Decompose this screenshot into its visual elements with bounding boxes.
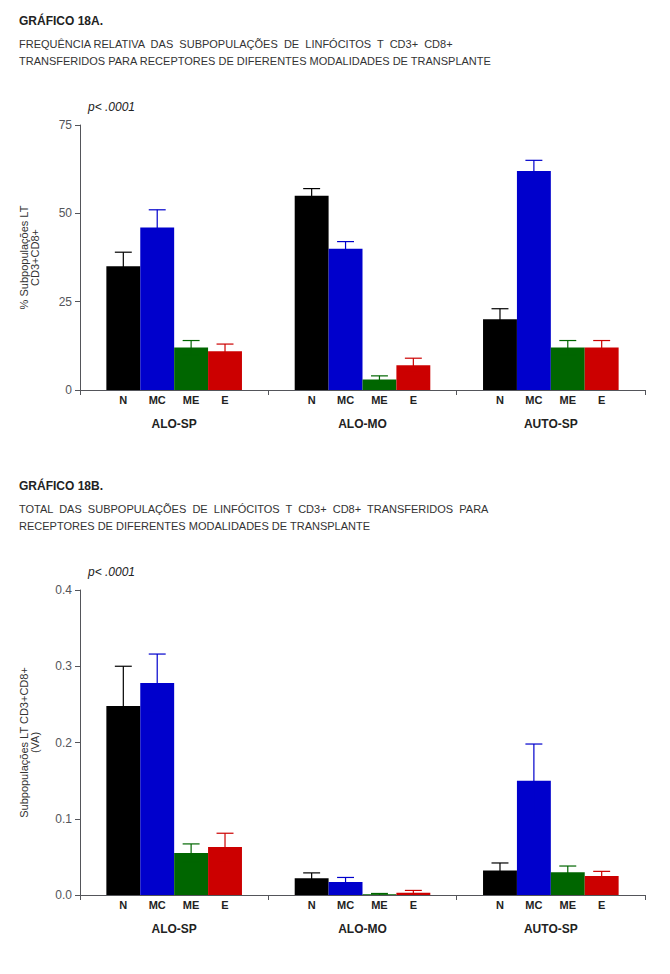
svg-text:N: N xyxy=(308,394,316,406)
svg-text:ALO-SP: ALO-SP xyxy=(151,922,196,936)
svg-text:ALO-MO: ALO-MO xyxy=(338,417,387,431)
svg-text:ALO-SP: ALO-SP xyxy=(151,417,196,431)
svg-text:FREQUÊNCIA RELATIVA DAS SUBP: FREQUÊNCIA RELATIVA DAS SUBPOPULAÇÕES DE… xyxy=(19,38,453,50)
svg-text:GRÁFICO 18B.: GRÁFICO 18B. xyxy=(19,478,103,493)
svg-text:MC: MC xyxy=(337,394,354,406)
svg-text:N: N xyxy=(119,899,127,911)
svg-text:0.3: 0.3 xyxy=(55,659,72,673)
svg-text:GRÁFICO 18A.: GRÁFICO 18A. xyxy=(19,13,103,28)
svg-text:AUTO-SP: AUTO-SP xyxy=(524,417,578,431)
svg-text:N: N xyxy=(496,899,504,911)
svg-text:N: N xyxy=(496,394,504,406)
svg-text:E: E xyxy=(221,899,228,911)
svg-text:ME: ME xyxy=(371,899,388,911)
svg-text:75: 75 xyxy=(59,118,73,132)
svg-text:p< .0001: p< .0001 xyxy=(87,100,135,114)
svg-text:E: E xyxy=(598,394,605,406)
svg-text:E: E xyxy=(221,394,228,406)
svg-text:TRANSFERIDOS PARA RECEPTORES D: TRANSFERIDOS PARA RECEPTORES DE DIFERENT… xyxy=(19,55,491,67)
svg-text:RECEPTORES DE DIFERENTES MODAL: RECEPTORES DE DIFERENTES MODALIDADES DE … xyxy=(19,520,370,532)
svg-text:ME: ME xyxy=(183,899,200,911)
svg-text:25: 25 xyxy=(59,295,73,309)
svg-text:N: N xyxy=(308,899,316,911)
svg-text:% Subpopulações LT: % Subpopulações LT xyxy=(17,205,30,310)
svg-text:0.1: 0.1 xyxy=(55,812,72,826)
svg-text:0.2: 0.2 xyxy=(55,736,72,750)
svg-text:E: E xyxy=(410,394,417,406)
svg-text:p< .0001: p< .0001 xyxy=(87,565,135,579)
svg-text:E: E xyxy=(598,899,605,911)
svg-text:0.4: 0.4 xyxy=(55,583,72,597)
svg-text:ME: ME xyxy=(560,899,577,911)
svg-text:MC: MC xyxy=(149,899,166,911)
svg-text:AUTO-SP: AUTO-SP xyxy=(524,922,578,936)
svg-text:E: E xyxy=(410,899,417,911)
svg-text:50: 50 xyxy=(59,206,73,220)
svg-text:ALO-MO: ALO-MO xyxy=(338,922,387,936)
svg-text:0.0: 0.0 xyxy=(55,888,72,902)
svg-text:ME: ME xyxy=(371,394,388,406)
svg-text:ME: ME xyxy=(183,394,200,406)
svg-text:CD3+CD8+: CD3+CD8+ xyxy=(29,229,41,286)
svg-text:0: 0 xyxy=(65,383,72,397)
svg-text:TOTAL DAS SUBPOPULAÇÕES DE: TOTAL DAS SUBPOPULAÇÕES DE LINFÓCITOS T … xyxy=(19,503,489,515)
svg-text:Subpopulações LT CD3+CD8+: Subpopulações LT CD3+CD8+ xyxy=(17,667,30,818)
svg-text:MC: MC xyxy=(149,394,166,406)
svg-text:MC: MC xyxy=(525,899,542,911)
svg-text:N: N xyxy=(119,394,127,406)
svg-text:MC: MC xyxy=(525,394,542,406)
svg-text:ME: ME xyxy=(560,394,577,406)
svg-text:MC: MC xyxy=(337,899,354,911)
svg-text:(VA): (VA) xyxy=(29,732,41,753)
